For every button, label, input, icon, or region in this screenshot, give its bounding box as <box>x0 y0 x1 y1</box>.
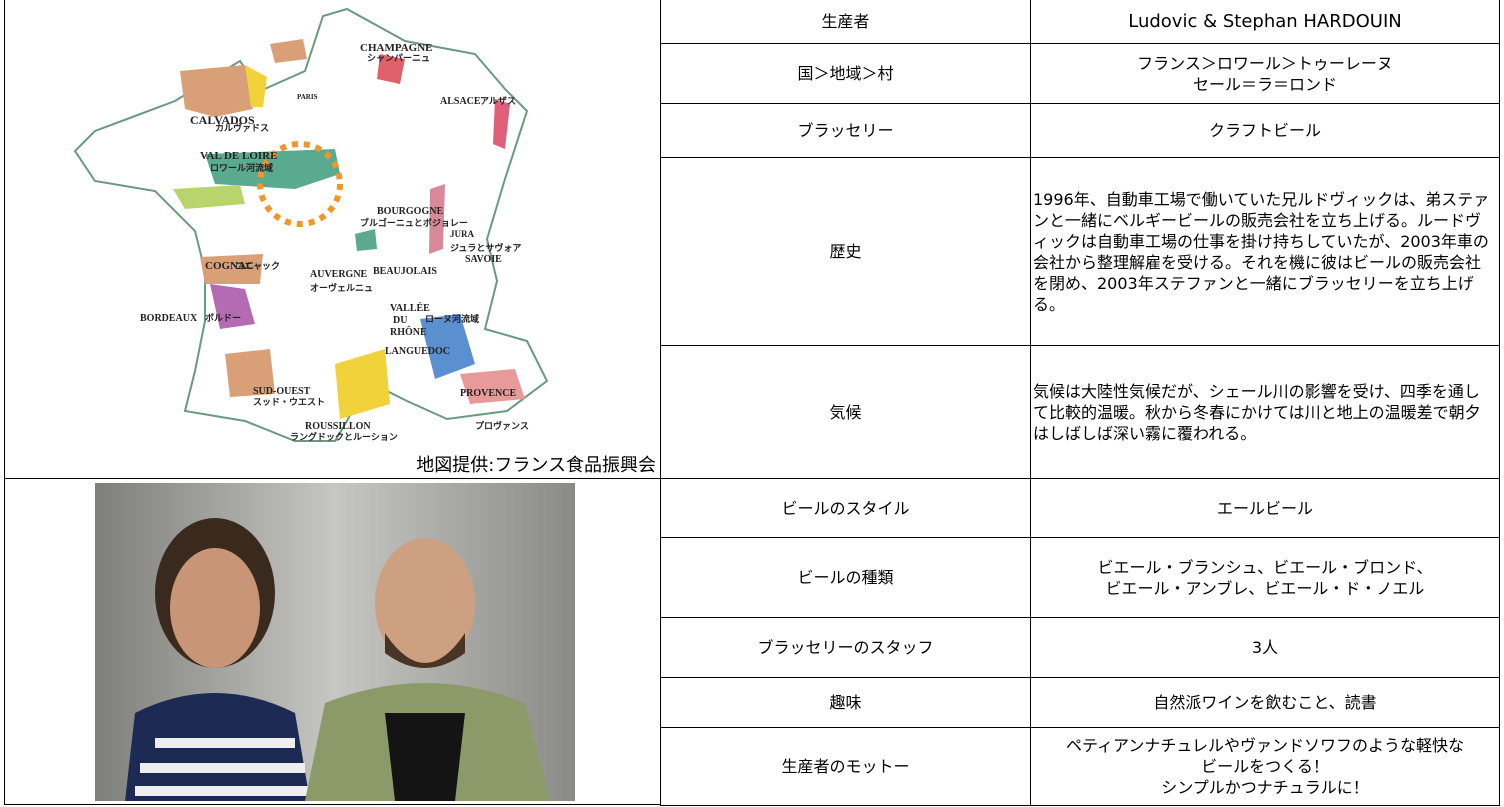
map-label: PARIS <box>297 93 318 101</box>
photo-cell <box>4 478 661 805</box>
map-label: ボルドー <box>205 312 241 323</box>
map-label: SUD-OUEST <box>253 386 311 397</box>
map-label: オーヴェルニュ <box>310 282 373 293</box>
map-label: コニャック <box>235 261 280 271</box>
label-cell: 趣味 <box>660 677 1031 728</box>
map-label: CALVADOS <box>190 113 255 127</box>
label-cell: ブラッセリー <box>660 103 1031 158</box>
map-label: PROVENCE <box>460 388 516 399</box>
label-cell: ビールのスタイル <box>660 478 1031 538</box>
map-label: ROUSSILLON <box>305 421 371 432</box>
value-cell: 3人 <box>1030 617 1500 678</box>
value-cell: 自然派ワインを飲むこと、読書 <box>1030 677 1500 728</box>
map-label: カルヴァドス <box>215 122 269 133</box>
photo <box>95 483 575 801</box>
map-label: AUVERGNE <box>310 269 368 280</box>
map-label: シャンパーニュ <box>367 52 430 63</box>
map-label: BEAUJOLAIS <box>373 266 437 277</box>
map-label: COGNAC <box>205 260 254 272</box>
label-cell: 生産者のモットー <box>660 727 1031 806</box>
value-cell: クラフトビール <box>1030 103 1500 158</box>
map-label: ローヌ河流域 <box>425 313 479 324</box>
label-cell: 気候 <box>660 345 1031 479</box>
map-label: ブルゴーニュとボジョレー <box>360 217 468 228</box>
map-label: アルザス <box>480 96 516 106</box>
value-cell: ペティアンナチュレルやヴァンドソワフのような軽快な ビールをつくる！ シンプルか… <box>1030 727 1500 806</box>
map-label: VALLÉE <box>390 302 430 314</box>
value-cell: ビエール・ブランシュ、ビエール・ブロンド、 ビエール・アンブレ、ビエール・ド・ノ… <box>1030 537 1500 618</box>
map-cell: CHAMPAGNE シャンパーニュ CALVADOS カルヴァドス PARIS ALSAC… <box>4 0 661 479</box>
map-label: BOURGOGNE <box>377 206 443 217</box>
value-cell: Ludovic & Stephan HARDOUIN <box>1030 0 1500 44</box>
label-cell: 国＞地域＞村 <box>660 43 1031 104</box>
map-label: SAVOIE <box>465 254 502 265</box>
label-cell: 生産者 <box>660 0 1031 44</box>
highlight-circle <box>257 141 343 227</box>
value-cell: エールビール <box>1030 478 1500 538</box>
value-cell: 気候は大陸性気候だが、シェール川の影響を受け、四季を通して比較的温暖。秋から冬春… <box>1030 345 1500 479</box>
map-label: BORDEAUX <box>140 313 198 324</box>
regions <box>173 39 525 419</box>
map-label: スッド・ウエスト <box>253 397 325 407</box>
map-label: CHAMPAGNE <box>360 42 433 54</box>
map-label: LANGUEDOC <box>385 346 450 357</box>
map-label: ジュラとサヴォア <box>450 242 521 253</box>
label-cell: ビールの種類 <box>660 537 1031 618</box>
map-label: ラングドックとルーション <box>290 431 398 442</box>
map-label: ロワール河流域 <box>210 162 273 173</box>
map-caption: 地図提供:フランス食品振興会 <box>416 455 656 476</box>
map-label: ALSACE <box>440 96 481 107</box>
value-cell: フランス＞ロワール＞トゥーレーヌ セール＝ラ＝ロンド <box>1030 43 1500 104</box>
map-label: プロヴァンス <box>475 420 529 431</box>
map-label: JURA <box>450 229 474 239</box>
value-cell: 1996年、自動車工場で働いていた兄ルドヴィックは、弟ステァンと一緒にベルギービ… <box>1030 157 1500 346</box>
map-label: VAL DE LOIRE <box>200 150 277 162</box>
label-cell: ブラッセリーのスタッフ <box>660 617 1031 678</box>
map-label: RHÔNE <box>390 325 427 338</box>
map-label: DU <box>393 315 407 326</box>
label-cell: 歴史 <box>660 157 1031 346</box>
